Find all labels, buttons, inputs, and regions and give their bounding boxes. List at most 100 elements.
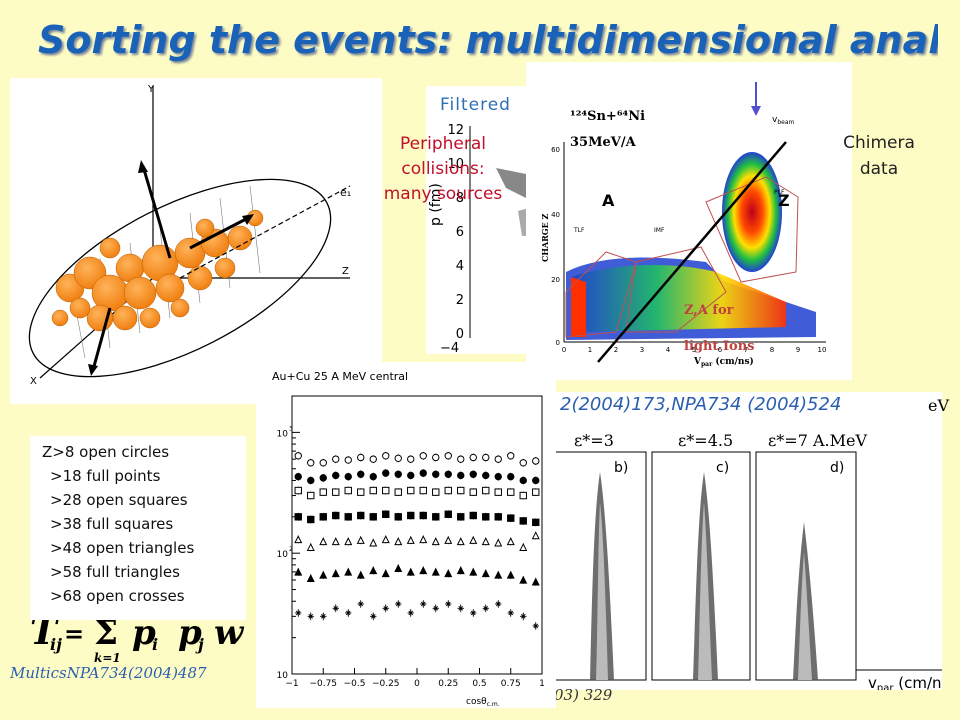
aucu-point-open-circle [357,453,365,462]
aucu-point-open-circle [369,455,377,463]
aucu-point-open-square [432,488,440,496]
aucu-point-open-circle [332,455,340,463]
aucu-point-full-square [344,513,352,521]
aucu-point-open-cross [445,600,452,608]
chimera-xlabel: Vpar (cm/ns) [693,356,754,368]
aucu-point-full-circle [382,469,390,477]
aucu-point-full-circle [432,470,440,478]
aucu-point-full-triangle [331,569,340,578]
aucu-point-full-triangle [494,570,503,579]
aucu-point-open-triangle [506,537,515,546]
legend-entry: >18 full points [50,467,161,485]
legend-entry: >28 open squares [50,491,188,509]
aucu-ytick-label: 10 [277,429,289,439]
aucu-point-open-square [444,486,452,495]
chimera-xtick: 3 [640,346,644,354]
aucu-point-full-circle [369,472,377,481]
aucu-point-open-circle [394,454,402,463]
filtered-ytick: 4 [456,259,464,274]
formula-pj: j [195,635,204,654]
x-axis-label: X [30,376,37,387]
aucu-point-full-triangle [294,567,303,576]
aucu-point-full-circle [494,472,502,481]
aucu-point-open-triangle [344,537,353,546]
aucu-point-full-square [394,513,402,521]
aucu-point-open-cross [520,613,527,620]
aucu-point-open-cross [370,613,377,620]
marker-legend: Z>8 open circles >18 full points >28 ope… [30,436,246,620]
chimera-xtick: 5 [692,346,696,354]
aucu-point-open-square [357,488,365,496]
aucu-xtick-label: −0.75 [309,679,337,689]
aucu-point-full-circle [532,476,540,485]
aucu-ytick-exp: 3 [289,425,293,432]
aucu-chart: Au+Cu 25 A MeV central −1 −0.75 −0.5 −0.25 0… [256,362,556,708]
aucu-point-open-triangle [444,535,453,544]
aucu-point-open-square [482,486,490,495]
y-axis-label: Y [147,84,155,95]
aucu-point-open-square [382,486,390,495]
aucu-point-full-square [419,511,427,520]
aucu-point-full-square [307,515,315,524]
imf-label: IMF [654,227,665,234]
z-axis-label: Z [342,266,349,277]
reference-bottom: 03) 329 [554,686,613,704]
aucu-point-full-circle [519,476,527,485]
aucu-point-open-triangle [319,537,328,546]
aucu-xlabel: cosθc.m. [466,697,500,708]
aucu-point-open-cross [295,609,302,617]
chimera-xtick: 9 [796,346,800,354]
aucu-point-open-triangle [369,538,378,547]
legend-entry: >58 full triangles [50,563,180,581]
formula-lhs-sub: ij [50,635,62,654]
aucu-point-full-square [482,513,490,521]
ellipsoid-diagram: Y Z X e₁ [10,78,382,404]
vbeam-label: vbeam [772,115,795,126]
chimera-xtick: 6 [718,346,723,354]
ellipsoid-svg: Y Z X e₁ [28,84,351,387]
aucu-point-open-circle [432,453,440,462]
legend-entry: >38 full squares [50,515,174,533]
aucu-point-open-square [532,488,540,496]
aucu-point-full-triangle [356,570,365,579]
aucu-point-open-cross [332,605,339,612]
aucu-point-open-square [307,491,315,500]
contour-svg: ε*=3 ε*=4.5 ε*=7 A.MeV b) c) d) vpar (cm… [553,431,942,690]
aucu-point-open-circle [482,453,490,462]
chimera-xtick: 7 [744,346,748,354]
chimera-xtick: 1 [588,346,592,354]
e1-label: e₁ [340,186,351,199]
aucu-point-full-triangle [481,569,490,578]
filtered-ytick: 8 [456,191,464,206]
aucu-ytick-label: 10 [277,671,289,681]
aucu-point-full-triangle [469,567,478,576]
aucu-point-open-cross [470,609,477,617]
aucu-point-full-square [444,510,452,518]
aucu-point-open-square [469,488,477,496]
aucu-point-open-square [494,488,502,496]
chimera-ytick: 0 [556,339,560,347]
aucu-point-full-circle [394,470,402,478]
aucu-point-full-square [507,514,515,522]
aucu-point-open-square [394,488,402,496]
aucu-xtick-label: 1 [539,679,545,689]
peripheral-line: collisions: [401,159,485,179]
energy-label: 35MeV/A [570,135,637,150]
aucu-point-open-circle [419,452,427,460]
aucu-point-open-square [294,486,302,495]
aucu-point-full-circle [357,470,365,478]
aucu-point-open-circle [444,452,452,460]
aucu-point-full-triangle [456,566,465,575]
aucu-point-open-triangle [481,537,490,546]
aucu-point-full-triangle [444,569,453,578]
za-label: Z,A for [684,303,734,318]
filtered-ytick: 10 [447,157,464,172]
aucu-point-full-square [494,513,502,521]
epsilon-label: ε*=4.5 [678,431,733,450]
peripheral-line: many sources [383,184,503,204]
aucu-point-open-cross [345,609,352,617]
aucu-point-open-triangle [531,531,540,540]
light-ions-label: light Ions [684,339,754,354]
aucu-point-full-square [369,513,377,521]
aucu-point-open-square [507,488,515,496]
